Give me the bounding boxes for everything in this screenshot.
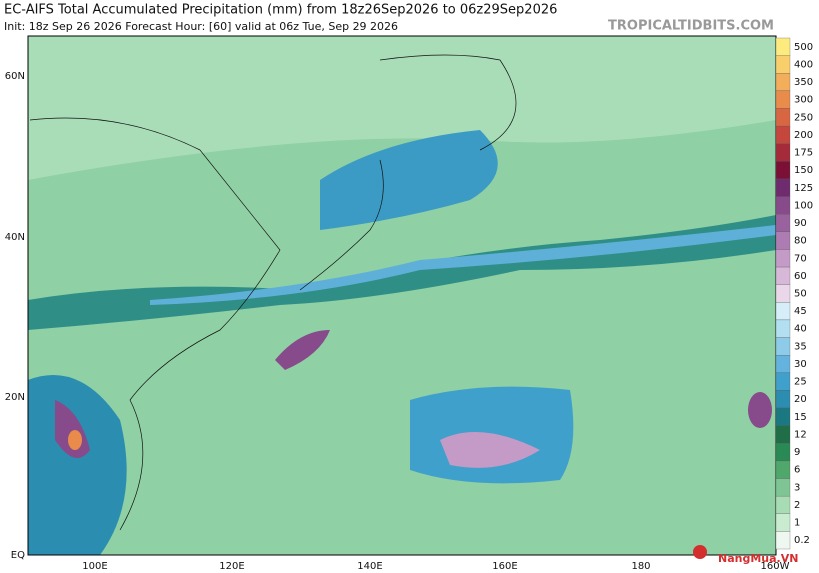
lon-label: 160E	[492, 561, 517, 572]
colorbar-swatch	[775, 425, 791, 444]
colorbar-label: 125	[794, 183, 813, 194]
lat-label: EQ	[11, 550, 25, 561]
colorbar-swatch	[775, 55, 791, 74]
colorbar-swatch	[775, 478, 791, 497]
colorbar-label: 6	[794, 465, 800, 476]
colorbar-label: 0.2	[794, 535, 810, 546]
colorbar-swatch	[775, 302, 791, 321]
colorbar-label: 300	[794, 95, 813, 106]
lon-label: 160W	[761, 561, 790, 572]
colorbar-label: 60	[794, 271, 807, 282]
colorbar-swatch	[775, 443, 791, 462]
colorbar-label: 100	[794, 200, 813, 211]
lon-label: 120E	[219, 561, 244, 572]
colorbar-label: 12	[794, 429, 807, 440]
colorbar-label: 175	[794, 148, 813, 159]
colorbar-label: 35	[794, 341, 807, 352]
colorbar-label: 40	[794, 324, 807, 335]
colorbar-label: 25	[794, 377, 807, 388]
lat-label: 20N	[5, 392, 25, 403]
subtitle: Init: 18z Sep 26 2026 Forecast Hour: [60…	[4, 20, 398, 33]
colorbar-label: 70	[794, 253, 807, 264]
logo-text: NangMua.VN	[718, 552, 798, 565]
colorbar-label: 30	[794, 359, 807, 370]
colorbar-swatch	[775, 531, 791, 550]
colorbar-swatch	[775, 161, 791, 180]
colorbar-label: 400	[794, 59, 813, 70]
colorbar-label: 9	[794, 447, 800, 458]
lon-label: 140E	[357, 561, 382, 572]
colorbar-label: 3	[794, 482, 800, 493]
colorbar-swatch	[775, 125, 791, 144]
lat-label: 60N	[5, 71, 25, 82]
colorbar-swatch	[775, 196, 791, 215]
colorbar-swatch	[775, 214, 791, 232]
colorbar-swatch	[775, 372, 791, 391]
colorbar-swatch	[775, 108, 791, 127]
colorbar-swatch	[775, 407, 791, 426]
colorbar-label: 150	[794, 165, 813, 176]
colorbar-label: 350	[794, 77, 813, 88]
colorbar-swatch	[775, 73, 791, 92]
colorbar-label: 80	[794, 236, 807, 247]
title: EC-AIFS Total Accumulated Precipitation …	[4, 3, 557, 18]
lon-label: 180	[631, 561, 650, 572]
colorbar-swatch	[775, 319, 791, 338]
colorbar-swatch	[775, 355, 791, 373]
watermark: TROPICALTIDBITS.COM	[608, 19, 774, 34]
colorbar-swatch	[775, 90, 791, 109]
colorbar-label: 50	[794, 289, 807, 300]
colorbar-label: 200	[794, 130, 813, 141]
colorbar-label: 2	[794, 500, 800, 511]
colorbar-swatch	[775, 178, 791, 197]
lon-label: 100E	[82, 561, 107, 572]
colorbar-label: 20	[794, 394, 807, 405]
colorbar-swatch	[775, 143, 791, 162]
colorbar-swatch	[775, 266, 791, 285]
colorbar-swatch	[775, 231, 791, 250]
lat-label: 40N	[5, 232, 25, 243]
map	[27, 35, 777, 556]
colorbar-swatch	[775, 337, 791, 356]
colorbar-label: 15	[794, 412, 807, 423]
colorbar-label: 45	[794, 306, 807, 317]
colorbar-swatch	[775, 37, 791, 56]
logo: NangMua.VN	[693, 545, 798, 565]
colorbar-label: 250	[794, 112, 813, 123]
colorbar-swatch	[775, 249, 791, 268]
colorbar-label: 1	[794, 518, 800, 529]
colorbar-label: 90	[794, 218, 807, 229]
colorbar-swatch	[775, 284, 791, 303]
colorbar-swatch	[775, 495, 791, 514]
colorbar-swatch	[775, 460, 791, 479]
colorbar-label: 500	[794, 42, 813, 53]
colorbar-swatch	[775, 390, 791, 409]
colorbar-swatch	[775, 513, 791, 532]
